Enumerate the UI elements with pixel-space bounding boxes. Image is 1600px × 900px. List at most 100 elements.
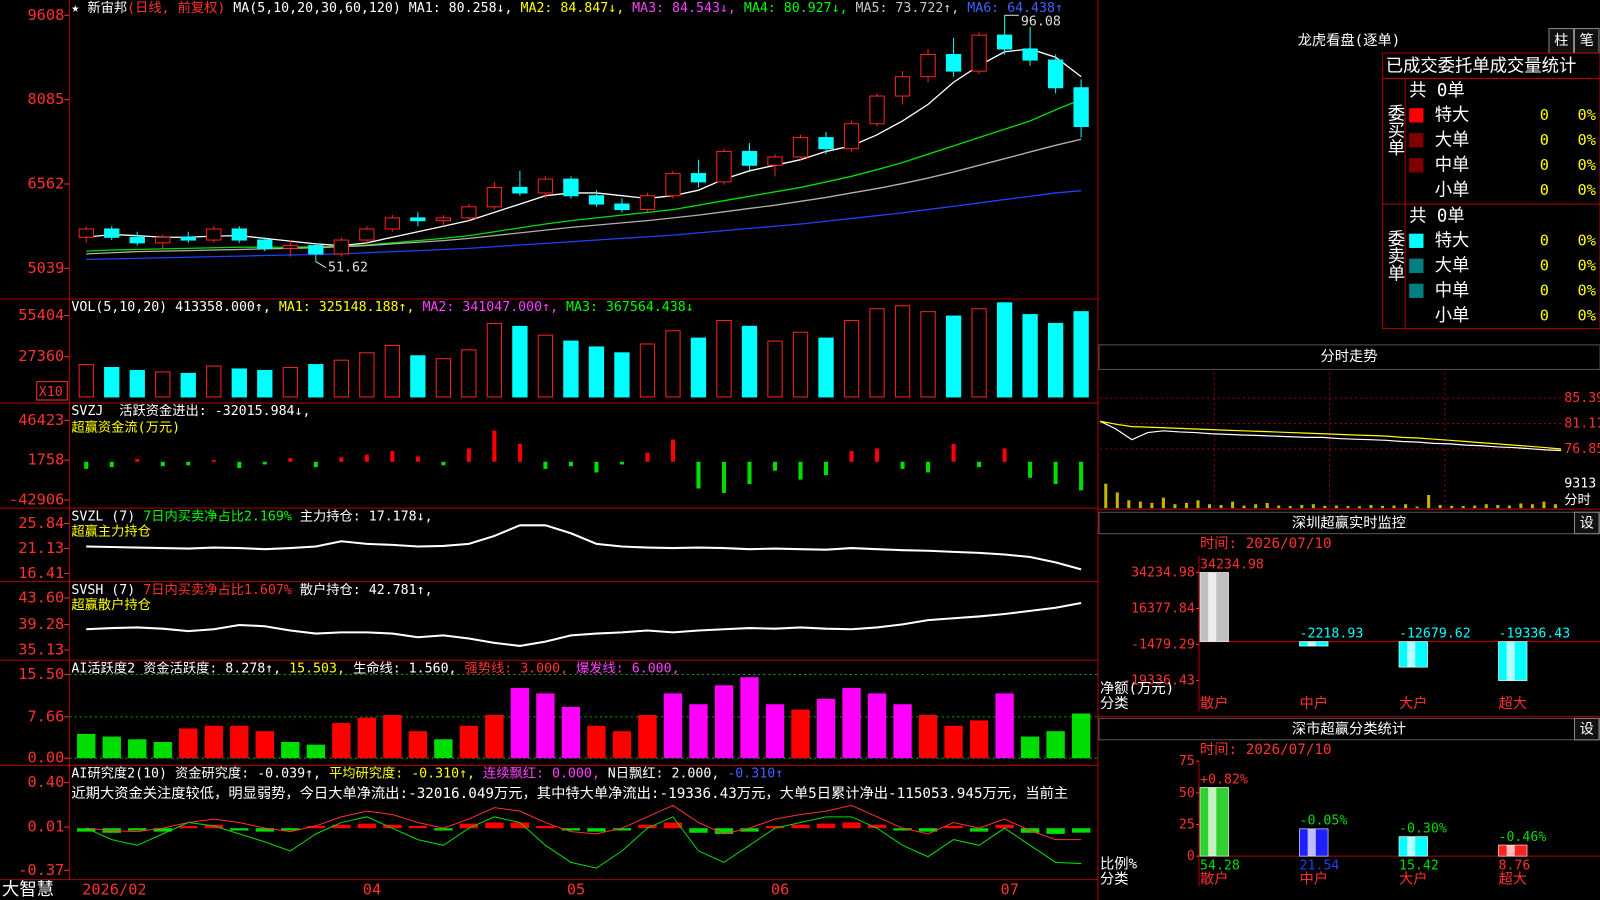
y-tick-label: 9313 [1564,477,1596,492]
row-label: 大单 [1435,130,1470,150]
panel-header: ★ 新宙邦(日线, 前复权) MA(5,10,20,30,60,120) MA1… [71,0,1063,16]
row-label: 大单 [1435,256,1470,276]
research-bar [485,822,504,829]
candle-body [257,239,273,249]
candle-body [537,178,554,194]
candle-body [308,245,324,255]
button[interactable]: 设 [1580,721,1594,738]
header-segment: SVSH (7) [71,583,143,598]
activity-bar [689,704,708,759]
research-bar [893,828,912,831]
legend-swatch [1409,258,1424,273]
button-frame[interactable] [1573,717,1600,741]
activity-bar [714,685,734,759]
candle-body [894,76,911,97]
research-bar [689,828,708,833]
candle-body [665,173,681,197]
header-segment: MA3: 367564.438↓ [566,300,694,315]
flow-bar [772,461,778,471]
volume-bar [537,334,554,398]
value-label: 34234.98 [1200,557,1264,572]
header-segment: (日线, 前复权) [127,0,233,16]
button[interactable]: 柱 [1554,32,1568,49]
volume-bar [486,322,503,398]
volume-bar [129,369,145,398]
header-segment: MA4: 80.927↓, [744,1,856,16]
research-bar [408,825,428,829]
research-line [86,816,1082,869]
low-label: 51.62 [328,261,368,276]
volume-bar [384,344,401,398]
flow-bar [135,459,140,462]
flow-bar [1002,448,1007,462]
candle-body [869,95,885,125]
row-pct: 0% [1578,181,1596,199]
flow-bar [645,452,650,462]
research-bar [179,825,198,829]
activity-bar [357,717,377,759]
activity-bar [587,725,606,759]
row-count: 0 [1540,231,1549,249]
research-line [86,804,1082,841]
x-tick-label: 05 [567,880,585,898]
candle-body [945,53,962,72]
candle-body [359,228,375,241]
y-tick-label: 16377.84 [1131,602,1195,617]
flow-bar [415,456,420,462]
row-count: 0 [1540,256,1549,274]
row-count: 0 [1540,156,1549,174]
flow-bar [619,461,624,465]
row-pct: 0% [1578,156,1596,174]
candle-body [920,53,936,78]
activity-bar [995,693,1014,759]
button[interactable]: 笔 [1580,32,1594,49]
y-tick-label: -1479.29 [1131,638,1195,653]
row-label: 小单 [1435,180,1470,200]
activity-bar [408,731,428,759]
row-label: 中单 [1435,155,1470,175]
activity-bar [230,725,249,759]
x-tick-label: 中户 [1300,695,1329,712]
activity-bar [485,714,504,759]
research-bar [306,825,325,829]
research-bar [995,824,1014,829]
volume-bar [971,308,987,398]
header-segment: MA(5,10,20,30,60,120) [233,1,409,16]
app-name: 大智慧 [2,880,54,900]
activity-bar [510,688,530,759]
activity-bar [1071,713,1091,759]
candle-body [996,34,1013,50]
header-segment: MA3: 84.543↓, [632,1,744,16]
button[interactable]: 设 [1580,514,1594,531]
button-frame[interactable] [1548,28,1574,54]
timestamp: 时间: 2026/07/10 [1200,535,1332,552]
volume-bar [767,340,783,398]
flow-bar [466,448,471,462]
flow-bar [313,461,318,468]
table-frame [1382,52,1600,330]
research-bar [740,828,759,832]
activity-bar [765,704,785,759]
header-segment: ★ [71,1,87,16]
x-tick-label: 07 [1001,880,1019,898]
value-label: 15.42 [1399,858,1439,873]
flow-bar [262,461,267,465]
x-tick-label: 大户 [1399,695,1428,712]
volume-bar [665,330,681,398]
y-tick-label: 39.28 [18,615,64,633]
ma-line [86,48,1082,247]
header-segment: 超赢主力持仓 [71,523,151,540]
button-frame[interactable] [1573,511,1600,535]
ma-line [86,190,1082,261]
candle-body [155,236,171,244]
y-tick-label: 8085 [27,90,64,108]
volume-bar [206,365,222,398]
candle-body [639,195,656,211]
header-segment: 413358.000↑, [175,300,279,315]
activity-bar [153,741,172,759]
volume-bar [282,367,298,398]
volume-bar [843,319,860,398]
research-bar [587,828,606,832]
y-tick-label: 0.00 [27,749,64,767]
volume-bar [716,319,732,398]
